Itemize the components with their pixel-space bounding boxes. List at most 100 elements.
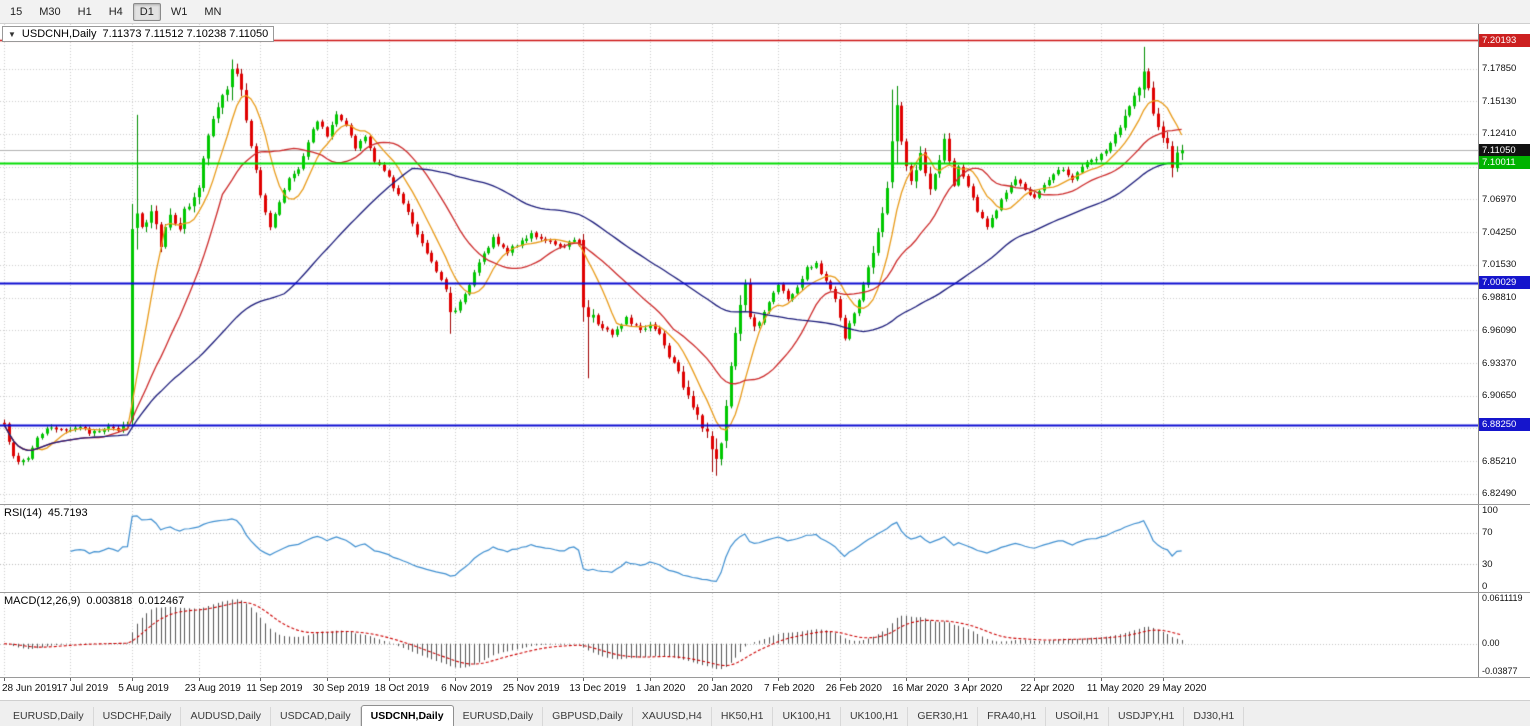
price-tag: 7.00029 bbox=[1479, 276, 1530, 290]
macd-label: MACD(12,26,9) 0.003818 0.012467 bbox=[4, 595, 185, 607]
main-chart-canvas[interactable] bbox=[0, 24, 1478, 504]
chart-tab-0[interactable]: EURUSD,Daily bbox=[4, 707, 94, 726]
date-label: 3 Apr 2020 bbox=[953, 683, 1003, 694]
rsi-axis-label: 30 bbox=[1482, 558, 1493, 570]
date-tick bbox=[260, 678, 261, 681]
chart-tab-14[interactable]: USDJPY,H1 bbox=[1109, 707, 1185, 726]
chart-ohlc-values: 7.11373 7.11512 7.10238 7.11050 bbox=[102, 28, 269, 40]
price-tick: 6.90650 bbox=[1482, 390, 1517, 402]
rsi-axis[interactable]: 100 70 30 0 bbox=[1478, 505, 1530, 592]
rsi-axis-label: 70 bbox=[1482, 527, 1493, 539]
date-tick bbox=[1034, 678, 1035, 681]
rsi-plot[interactable]: RSI(14) 45.7193 bbox=[0, 505, 1478, 592]
price-tick: 7.17850 bbox=[1482, 63, 1517, 74]
chart-tab-12[interactable]: FRA40,H1 bbox=[978, 707, 1047, 726]
date-label: 26 Feb 2020 bbox=[825, 683, 882, 694]
timeframe-toolbar: 15 M30 H1 H4 D1 W1 MN bbox=[0, 0, 1530, 24]
date-label: 11 May 2020 bbox=[1086, 683, 1144, 694]
date-tick bbox=[968, 678, 969, 681]
collapse-arrow-icon[interactable]: ▼ bbox=[8, 29, 16, 39]
chart-tab-1[interactable]: USDCHF,Daily bbox=[94, 707, 182, 726]
date-label: 18 Oct 2019 bbox=[374, 683, 430, 694]
macd-axis-label: -0.03877 bbox=[1482, 666, 1518, 676]
date-tick bbox=[1163, 678, 1164, 681]
date-axis[interactable]: 28 Jun 2019 17 Jul 2019 5 Aug 2019 23 Aug 2… bbox=[0, 678, 1530, 700]
timeframe-button-D1[interactable]: D1 bbox=[132, 2, 161, 21]
date-label: 17 Jul 2019 bbox=[56, 683, 109, 694]
timeframe-button-15[interactable]: 15 bbox=[10, 5, 23, 18]
date-label: 22 Apr 2020 bbox=[1020, 683, 1075, 694]
price-tick: 6.85210 bbox=[1482, 455, 1517, 467]
timeframe-button-H1[interactable]: H1 bbox=[77, 5, 92, 18]
rsi-canvas[interactable] bbox=[0, 505, 1478, 592]
price-tag: 7.10011 bbox=[1479, 156, 1530, 170]
price-tick: 6.98810 bbox=[1482, 292, 1517, 304]
price-tick: 7.15130 bbox=[1482, 95, 1517, 107]
chart-tab-2[interactable]: AUDUSD,Daily bbox=[181, 707, 272, 726]
date-tick bbox=[778, 678, 779, 681]
chart-tab-13[interactable]: USOil,H1 bbox=[1046, 707, 1109, 726]
price-tick: 6.96090 bbox=[1482, 324, 1517, 336]
main-chart-plot[interactable]: ▼ USDCNH,Daily 7.11373 7.11512 7.10238 7… bbox=[0, 24, 1478, 504]
chart-tab-11[interactable]: GER30,H1 bbox=[908, 707, 979, 726]
price-tick: 6.93370 bbox=[1482, 357, 1517, 369]
chart-symbol-label: USDCNH,Daily bbox=[21, 28, 97, 40]
chart-tab-10[interactable]: UK100,H1 bbox=[841, 707, 909, 726]
price-tag: 7.20193 bbox=[1479, 33, 1530, 47]
chart-tab-7[interactable]: XAUUSD,H4 bbox=[633, 707, 712, 726]
macd-main-value: 0.003818 bbox=[86, 595, 133, 607]
price-axis[interactable]: 7.178507.151307.124107.096907.069707.042… bbox=[1478, 24, 1530, 504]
date-tick bbox=[4, 678, 5, 681]
date-tick bbox=[906, 678, 907, 681]
date-tick bbox=[712, 678, 713, 681]
rsi-value: 45.7193 bbox=[47, 507, 88, 519]
date-tick bbox=[517, 678, 518, 681]
macd-signal-value: 0.012467 bbox=[138, 595, 185, 607]
rsi-panel: RSI(14) 45.7193 100 70 30 0 bbox=[0, 505, 1530, 593]
timeframe-button-W1[interactable]: W1 bbox=[170, 5, 188, 18]
price-tick: 7.01530 bbox=[1482, 259, 1517, 271]
price-tick: 7.04250 bbox=[1482, 226, 1517, 238]
timeframe-button-H4[interactable]: H4 bbox=[108, 5, 123, 18]
chart-tab-4[interactable]: USDCNH,Daily bbox=[360, 705, 454, 726]
chart-tab-9[interactable]: UK100,H1 bbox=[773, 707, 841, 726]
date-tick bbox=[327, 678, 328, 681]
rsi-axis-label: 100 bbox=[1482, 505, 1498, 516]
date-label: 11 Sep 2019 bbox=[246, 683, 303, 694]
chart-tab-6[interactable]: GBPUSD,Daily bbox=[543, 707, 633, 726]
date-tick bbox=[389, 678, 390, 681]
timeframe-button-M30[interactable]: M30 bbox=[39, 5, 61, 18]
chart-tab-5[interactable]: EURUSD,Daily bbox=[454, 707, 544, 726]
macd-plot[interactable]: MACD(12,26,9) 0.003818 0.012467 bbox=[0, 593, 1478, 677]
date-label: 1 Jan 2020 bbox=[635, 683, 686, 694]
price-tag: 7.11050 bbox=[1479, 143, 1530, 157]
macd-name: MACD(12,26,9) bbox=[4, 595, 81, 607]
macd-axis-label: 0.00 bbox=[1482, 638, 1500, 649]
price-tick: 7.12410 bbox=[1482, 128, 1517, 140]
chart-tab-8[interactable]: HK50,H1 bbox=[712, 707, 774, 726]
price-tag: 6.88250 bbox=[1479, 418, 1530, 432]
timeframe-button-MN[interactable]: MN bbox=[204, 5, 222, 18]
date-label: 20 Jan 2020 bbox=[697, 683, 753, 694]
macd-axis[interactable]: 0.0611119 0.00 -0.03877 bbox=[1478, 593, 1530, 677]
date-label: 16 Mar 2020 bbox=[892, 683, 949, 694]
date-tick bbox=[199, 678, 200, 681]
date-label: 13 Dec 2019 bbox=[569, 683, 627, 694]
date-tick bbox=[455, 678, 456, 681]
date-tick bbox=[583, 678, 584, 681]
price-tick: 6.82490 bbox=[1482, 488, 1517, 500]
date-tick bbox=[70, 678, 71, 681]
date-label: 6 Nov 2019 bbox=[441, 683, 493, 694]
chart-tab-3[interactable]: USDCAD,Daily bbox=[271, 707, 361, 726]
date-label: 23 Aug 2019 bbox=[184, 683, 241, 694]
macd-panel: MACD(12,26,9) 0.003818 0.012467 0.0611119 0… bbox=[0, 593, 1530, 678]
date-label: 7 Feb 2020 bbox=[764, 683, 815, 694]
price-tick: 7.06970 bbox=[1482, 193, 1517, 205]
date-tick bbox=[650, 678, 651, 681]
macd-canvas[interactable] bbox=[0, 593, 1478, 677]
main-chart-panel: ▼ USDCNH,Daily 7.11373 7.11512 7.10238 7… bbox=[0, 24, 1530, 505]
chart-tab-15[interactable]: DJ30,H1 bbox=[1184, 707, 1245, 726]
rsi-name: RSI(14) bbox=[4, 507, 42, 519]
date-tick bbox=[1101, 678, 1102, 681]
